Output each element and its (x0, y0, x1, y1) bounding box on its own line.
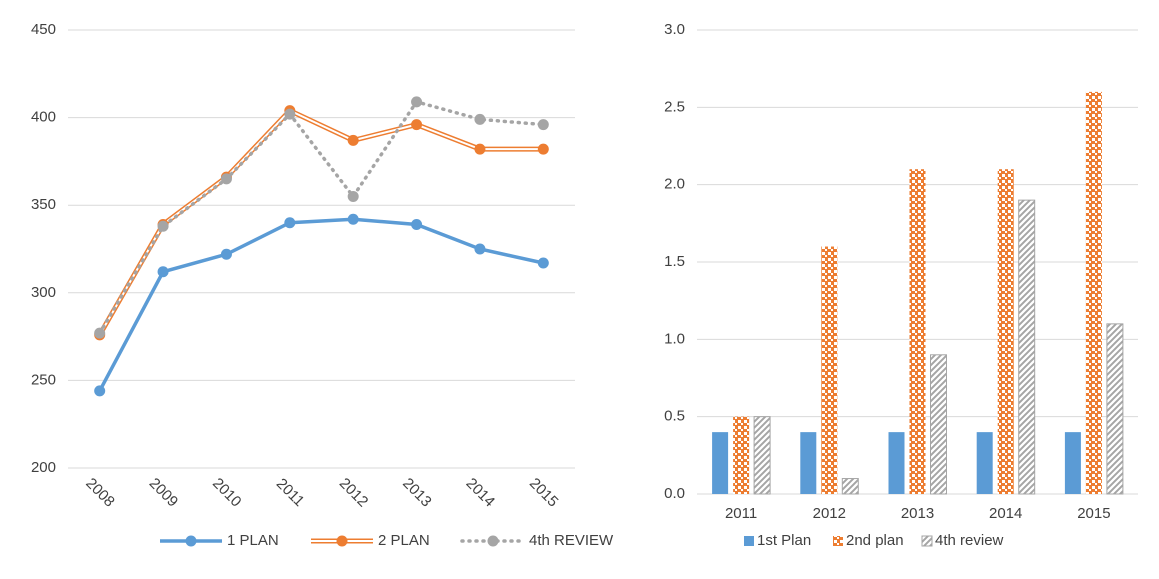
x-tick-label: 2012 (813, 505, 846, 522)
bar (909, 169, 926, 494)
marker (94, 385, 106, 397)
legend-item: 4th REVIEW (460, 532, 614, 549)
y-tick-label: 200 (31, 459, 56, 476)
bar (930, 354, 947, 495)
line-inner (98, 109, 544, 336)
line (98, 217, 544, 392)
marker (220, 248, 232, 260)
bar (976, 432, 993, 494)
bar (821, 246, 838, 494)
y-tick-label: 0.0 (664, 485, 685, 502)
legend-swatch (744, 536, 754, 546)
marker (94, 327, 106, 339)
bar (1085, 91, 1102, 494)
x-tick-label: 2013 (901, 505, 934, 522)
legend-item: 1st Plan (744, 532, 811, 549)
bar (888, 432, 905, 494)
x-tick-label: 2015 (526, 475, 562, 511)
bar (1018, 199, 1036, 495)
y-tick-label: 3.0 (664, 21, 685, 38)
chart: 200 250 300 350 400 450 2008 2009 2010 2011 2012 20… (31, 21, 614, 549)
legend-marker (185, 535, 197, 547)
y-tick-label: 2.0 (664, 176, 685, 193)
bar (800, 432, 817, 494)
legend-item: 4th review (921, 532, 1004, 549)
y-tick-label: 0.5 (664, 408, 685, 425)
bar (841, 478, 859, 495)
marker (474, 143, 486, 155)
legend-item: 1 PLAN (160, 532, 279, 549)
x-tick-label: 2013 (399, 475, 435, 511)
legend-marker (336, 535, 348, 547)
x-tick-label: 2009 (146, 475, 182, 511)
marker (537, 143, 549, 155)
bar (997, 169, 1014, 494)
y-tick-label: 450 (31, 21, 56, 38)
marker (157, 266, 169, 278)
legend-swatch (921, 535, 933, 547)
bar (753, 416, 771, 495)
y-tick-label: 350 (31, 196, 56, 213)
x-tick-label: 2011 (725, 505, 757, 522)
marker (537, 257, 549, 269)
x-tick-label: 2010 (209, 475, 245, 511)
bar (1106, 323, 1124, 495)
legend-marker (487, 535, 499, 547)
x-tick-label: 2014 (463, 475, 499, 511)
legend-label: 4th review (935, 532, 1004, 549)
y-tick-label: 300 (31, 284, 56, 301)
marker (411, 218, 423, 230)
marker (284, 217, 296, 229)
marker (284, 108, 296, 120)
legend-swatch (833, 536, 843, 546)
legend-item: 2 PLAN (311, 532, 430, 549)
y-tick-label: 250 (31, 371, 56, 388)
y-tick-label: 2.5 (664, 98, 685, 115)
marker (347, 134, 359, 146)
x-tick-label: 2008 (82, 475, 118, 511)
x-tick-label: 2015 (1077, 505, 1110, 522)
marker (347, 213, 359, 225)
legend-item: 2nd plan (833, 532, 904, 549)
legend-label: 1 PLAN (227, 532, 279, 549)
bar (712, 432, 729, 494)
bar (1064, 432, 1081, 494)
marker (411, 119, 423, 131)
marker (411, 96, 423, 108)
y-tick-label: 400 (31, 109, 56, 126)
x-tick-label: 2012 (336, 475, 372, 511)
marker (474, 113, 486, 125)
y-tick-label: 1.0 (664, 330, 685, 347)
x-tick-label: 2014 (989, 505, 1022, 522)
marker (537, 119, 549, 131)
line (97, 99, 546, 335)
legend-label: 4th REVIEW (529, 532, 614, 549)
bar (733, 416, 750, 494)
marker (220, 173, 232, 185)
marker (474, 243, 486, 255)
legend-label: 2 PLAN (378, 532, 430, 549)
legend-label: 2nd plan (846, 532, 904, 549)
y-tick-label: 1.5 (664, 253, 685, 270)
x-tick-label: 2011 (273, 475, 308, 510)
legend-label: 1st Plan (757, 532, 811, 549)
marker (157, 220, 169, 232)
marker (347, 190, 359, 202)
chart: 0.0 0.5 1.0 1.5 2.0 2.5 3.0 2011 2012 2013 2014 201… (664, 21, 1138, 549)
